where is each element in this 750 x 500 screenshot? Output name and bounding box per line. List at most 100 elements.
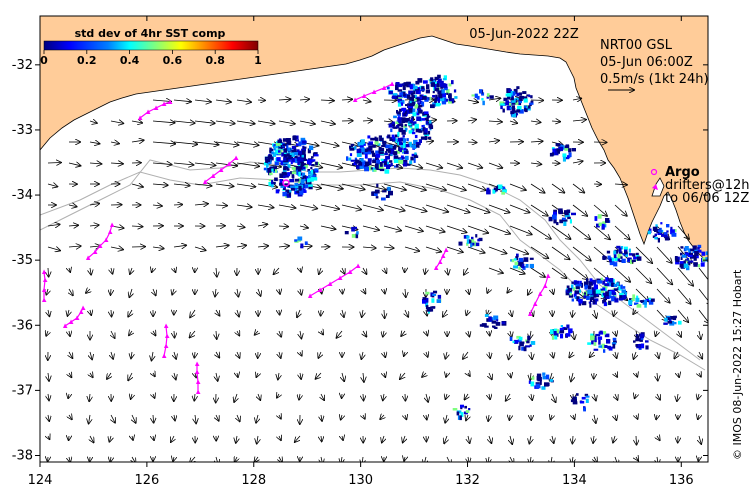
sst-pixel — [406, 138, 408, 141]
sst-pixel — [403, 135, 405, 137]
sst-pixel — [575, 290, 579, 293]
sst-pixel — [387, 187, 390, 191]
sst-pixel — [414, 152, 416, 154]
sst-pixel — [658, 230, 663, 232]
sst-pixel — [376, 154, 381, 158]
colorbar-tick-label: 1 — [254, 54, 262, 67]
sst-pixel — [278, 189, 280, 191]
sst-pixel — [401, 145, 403, 148]
sst-pixel — [536, 384, 541, 389]
sst-pixel — [594, 342, 597, 346]
sst-pixel — [632, 253, 635, 256]
sst-pixel — [380, 169, 384, 171]
sst-pixel — [280, 179, 283, 183]
sst-pixel — [372, 153, 375, 157]
sst-pixel — [460, 405, 464, 408]
sst-pixel — [664, 318, 667, 322]
sst-pixel — [400, 148, 403, 152]
sst-pixel — [481, 98, 483, 100]
sst-pixel — [289, 192, 291, 196]
sst-pixel — [416, 90, 419, 94]
sst-pixel — [485, 314, 489, 317]
sst-pixel — [568, 148, 571, 152]
sst-pixel — [568, 328, 573, 333]
sst-pixel — [416, 117, 421, 122]
sst-pixel — [271, 169, 273, 172]
sst-pixel — [567, 217, 571, 219]
sst-pixel — [501, 192, 505, 195]
sst-pixel — [610, 258, 612, 262]
sst-pixel — [589, 303, 591, 307]
current-vector — [111, 289, 112, 295]
sst-pixel — [601, 278, 603, 281]
sst-pixel — [283, 162, 288, 164]
sst-pixel — [294, 239, 297, 241]
sst-pixel — [379, 147, 382, 152]
sst-pixel — [420, 95, 422, 97]
sst-pixel — [578, 299, 583, 302]
sst-pixel — [283, 166, 287, 170]
sst-pixel — [464, 406, 467, 409]
sst-pixel — [421, 86, 424, 89]
sst-pixel — [518, 267, 521, 270]
sst-pixel — [622, 295, 627, 300]
sst-pixel — [382, 141, 386, 144]
sst-pixel — [697, 247, 700, 250]
sst-pixel — [345, 231, 349, 234]
sst-pixel — [524, 257, 529, 262]
sst-pixel — [598, 336, 602, 340]
sst-pixel — [526, 341, 529, 344]
sst-pixel — [412, 132, 415, 134]
sst-pixel — [613, 344, 616, 349]
sst-pixel — [693, 245, 697, 248]
sst-pixel — [596, 290, 601, 294]
sst-pixel — [287, 172, 290, 176]
sst-pixel — [493, 326, 495, 328]
sst-pixel — [394, 145, 396, 149]
sst-pixel — [598, 340, 601, 345]
sst-pixel — [408, 124, 412, 126]
sst-pixel — [528, 105, 531, 108]
sst-pixel — [403, 138, 406, 143]
sst-pixel — [282, 192, 287, 197]
sst-pixel — [605, 277, 608, 282]
sst-pixel — [276, 143, 281, 146]
sst-pixel — [386, 195, 390, 198]
sst-pixel — [540, 380, 542, 385]
sst-pixel — [525, 108, 528, 112]
sst-pixel — [422, 96, 427, 100]
sst-pixel — [292, 136, 296, 141]
sst-pixel — [401, 108, 406, 111]
current-vector — [636, 436, 637, 445]
sst-pixel — [559, 220, 563, 224]
sst-pixel — [271, 180, 273, 184]
sst-pixel — [550, 379, 554, 382]
sst-pixel — [397, 132, 399, 137]
sst-pixel — [429, 125, 433, 129]
sst-pixel — [446, 93, 448, 95]
sst-pixel — [603, 255, 606, 260]
sst-pixel — [410, 85, 413, 89]
sst-pixel — [561, 325, 563, 327]
sst-pixel — [376, 196, 379, 198]
sst-pixel — [283, 176, 286, 178]
sst-pixel — [515, 262, 519, 266]
current-vector — [174, 205, 182, 206]
colorbar-tick-label: 0.2 — [77, 54, 97, 67]
sst-pixel — [346, 156, 348, 161]
sst-pixel — [352, 234, 356, 238]
sst-pixel — [673, 316, 677, 319]
sst-pixel — [609, 291, 612, 296]
sst-pixel — [404, 163, 407, 167]
sst-pixel — [405, 156, 409, 160]
sst-pixel — [543, 376, 547, 380]
x-tick-label: 132 — [455, 473, 480, 488]
sst-pixel — [416, 98, 420, 101]
sst-pixel — [594, 349, 599, 351]
sst-pixel — [403, 143, 406, 148]
sst-pixel — [388, 165, 391, 168]
sst-pixel — [443, 84, 448, 88]
sst-pixel — [286, 138, 291, 142]
sst-pixel — [416, 104, 419, 108]
sst-pixel — [476, 243, 480, 247]
